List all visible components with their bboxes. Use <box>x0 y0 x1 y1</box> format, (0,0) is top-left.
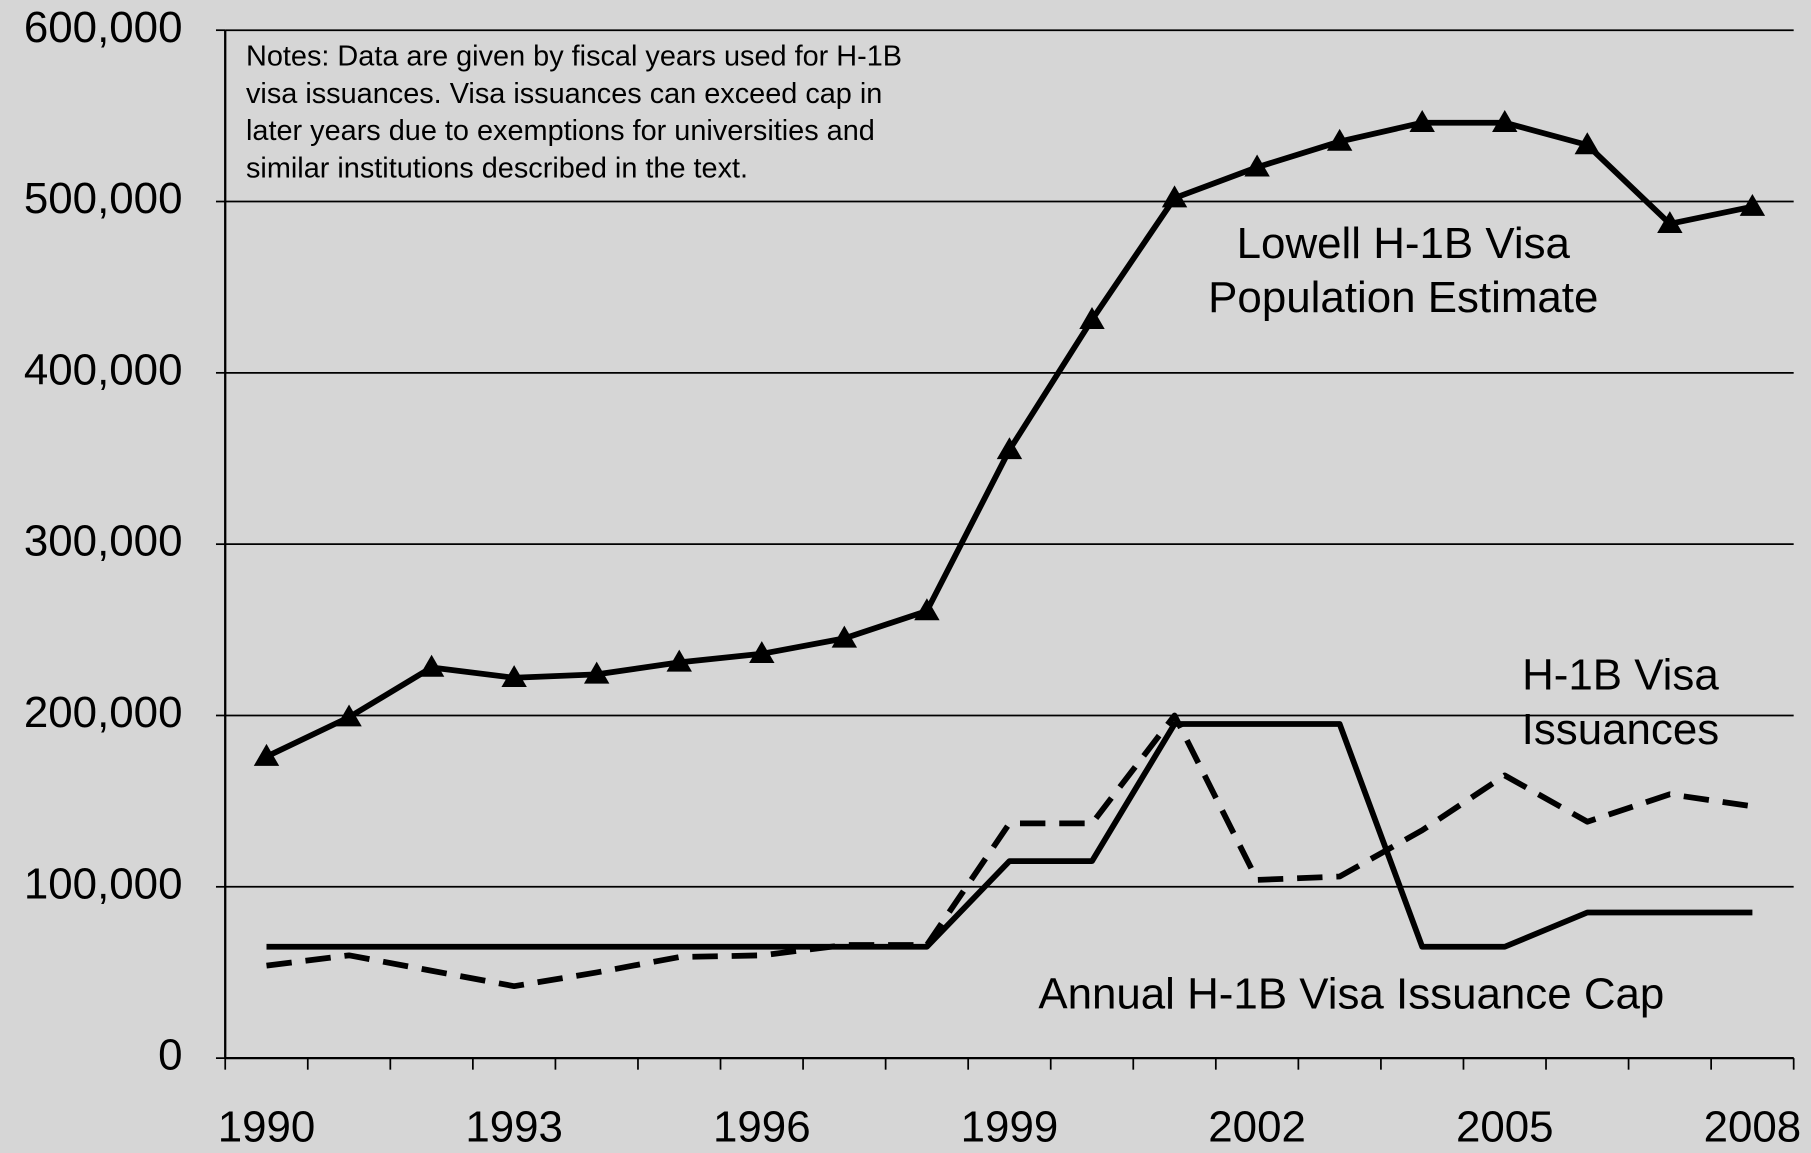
x-tick-label: 2002 <box>1208 1102 1306 1151</box>
y-tick-label: 300,000 <box>24 517 183 566</box>
marker <box>253 743 280 766</box>
x-tick-label: 2008 <box>1704 1102 1802 1151</box>
x-tick-label: 2005 <box>1456 1102 1554 1151</box>
x-tick-label: 1993 <box>465 1102 563 1151</box>
series-label: Issuances <box>1522 705 1720 754</box>
y-tick-label: 500,000 <box>24 174 183 223</box>
marker <box>1492 110 1518 132</box>
marker <box>583 661 610 684</box>
marker <box>1409 110 1435 132</box>
marker <box>831 625 858 648</box>
marker <box>749 641 775 664</box>
marker <box>1657 211 1683 234</box>
x-tick-label: 1996 <box>713 1102 811 1151</box>
series-line <box>266 712 1753 990</box>
marker <box>336 704 362 727</box>
note: visa issuances. Visa issuances can excee… <box>246 78 882 110</box>
series-label: Lowell H-1B Visa <box>1237 219 1571 268</box>
marker <box>996 437 1023 460</box>
series-label: Annual H-1B Visa Issuance Cap <box>1038 970 1664 1019</box>
y-tick-label: 200,000 <box>24 688 183 737</box>
x-tick-label: 1999 <box>961 1102 1059 1151</box>
marker <box>418 654 445 677</box>
marker <box>501 665 527 688</box>
marker <box>1739 193 1766 216</box>
marker <box>1161 185 1188 208</box>
series-line <box>266 721 1753 950</box>
marker <box>1326 128 1353 151</box>
series-label: H-1B Visa <box>1522 651 1719 700</box>
y-tick-label: 0 <box>158 1031 182 1080</box>
marker <box>1244 154 1270 177</box>
marker <box>914 598 940 621</box>
x-tick-label: 1990 <box>218 1102 316 1151</box>
y-tick-label: 100,000 <box>24 859 183 908</box>
series-label: Population Estimate <box>1208 273 1598 322</box>
marker <box>1079 307 1105 329</box>
y-tick-label: 600,000 <box>24 3 183 52</box>
marker <box>1574 132 1601 155</box>
note: similar institutions described in the te… <box>246 152 748 184</box>
note: later years due to exemptions for univer… <box>246 115 875 147</box>
note: Notes: Data are given by fiscal years us… <box>246 41 902 73</box>
y-tick-label: 400,000 <box>24 345 183 394</box>
marker <box>666 649 692 672</box>
